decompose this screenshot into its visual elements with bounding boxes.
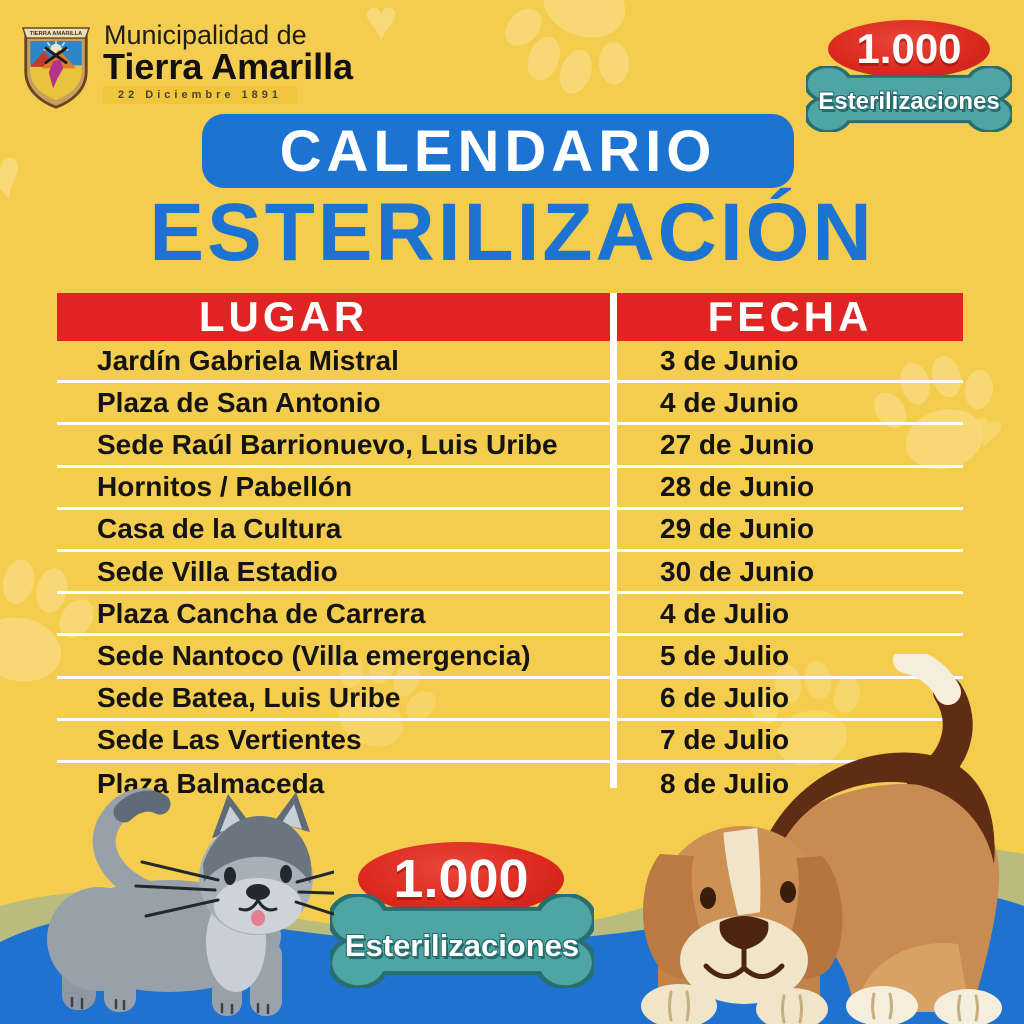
fecha-cell: 8 de Julio (660, 767, 790, 799)
table-header-row: LUGAR FECHA (57, 293, 963, 341)
sterilization-label: Esterilizaciones (818, 88, 1000, 115)
column-header-lugar: LUGAR (57, 293, 610, 341)
fecha-cell: 30 de Junio (660, 555, 815, 587)
lugar-cell: Jardín Gabriela Mistral (97, 344, 399, 376)
table-row: Jardín Gabriela Mistral 3 de Junio (57, 341, 963, 384)
sterilization-count-badge: 1.000 (358, 842, 564, 916)
column-header-fecha: FECHA (617, 293, 963, 341)
paw-print-icon (505, 0, 629, 94)
table-row: Casa de la Cultura 29 de Junio (57, 510, 963, 552)
table-row: Plaza de San Antonio 4 de Junio (57, 383, 963, 426)
table-row: Hornitos / Pabellón 28 de Junio (57, 468, 963, 510)
lugar-cell: Sede Batea, Luis Uribe (97, 682, 401, 714)
lugar-cell: Hornitos / Pabellón (97, 471, 353, 503)
bone-icon (330, 894, 594, 988)
fecha-cell: 29 de Junio (660, 513, 815, 545)
municipal-coat-of-arms-icon: TIERRA AMARILLA (21, 27, 91, 109)
lugar-cell: Sede Las Vertientes (97, 724, 362, 756)
sterilization-bone-badge: Esterilizaciones (806, 66, 1012, 132)
paw-print-icon (0, 559, 94, 682)
founding-date-bar: 22 Diciembre 1891 (103, 86, 297, 104)
heart-icon: ♥ (364, 0, 399, 53)
fecha-cell: 4 de Julio (660, 597, 790, 629)
org-name-line1: Municipalidad de (104, 20, 307, 50)
lugar-cell: Sede Raúl Barrionuevo, Luis Uribe (97, 428, 558, 460)
dog-head (643, 826, 843, 1004)
cat-illustration (47, 788, 334, 1016)
org-name-line2: Tierra Amarilla (103, 46, 354, 87)
sterilization-label: Esterilizaciones (344, 928, 580, 963)
bone-icon (806, 66, 1012, 132)
shield-emblem (30, 40, 82, 89)
table-row: Sede Nantoco (Villa emergencia) 5 de Juli… (57, 636, 963, 679)
cat-head (134, 792, 334, 935)
shield-banner-text: TIERRA AMARILLA (30, 31, 83, 37)
fecha-cell: 28 de Junio (660, 471, 815, 503)
calendar-table: LUGAR FECHA Jardín Gabriela Mistral 3 de … (57, 293, 963, 805)
fecha-cell: 27 de Junio (660, 428, 815, 460)
paw-print-icon (748, 660, 861, 766)
cat-whiskers (134, 860, 334, 918)
fecha-cell: 4 de Junio (660, 386, 799, 418)
fecha-cell: 5 de Julio (660, 639, 790, 671)
title-calendario: CALENDARIO (202, 114, 794, 188)
lugar-cell: Sede Villa Estadio (97, 555, 338, 587)
lugar-cell: Plaza de San Antonio (97, 386, 381, 418)
paw-print-icon (874, 355, 994, 470)
table-row: Sede Las Vertientes 7 de Julio (57, 721, 963, 763)
table-row: Sede Batea, Luis Uribe 6 de Julio (57, 679, 963, 721)
column-divider-line (610, 293, 617, 788)
fecha-cell: 6 de Julio (660, 682, 790, 714)
table-row: Sede Villa Estadio 30 de Junio (57, 552, 963, 595)
lugar-cell: Casa de la Cultura (97, 513, 342, 545)
shield-shape: TIERRA AMARILLA (21, 27, 91, 109)
table-body: Jardín Gabriela Mistral 3 de Junio Plaza … (57, 293, 963, 805)
lugar-cell: Sede Nantoco (Villa emergencia) (97, 639, 531, 671)
fecha-cell: 3 de Junio (660, 344, 799, 376)
title-esterilizacion: ESTERILIZACIÓN (149, 187, 875, 278)
sterilization-bone-badge: Esterilizaciones (330, 894, 594, 988)
paw-print-icon (338, 649, 436, 747)
dog-paws (641, 984, 979, 1024)
lugar-cell: Plaza Cancha de Carrera (97, 597, 426, 629)
table-row: Plaza Cancha de Carrera 4 de Julio (57, 594, 963, 637)
sterilization-count-badge: 1.000 (828, 20, 990, 78)
fecha-cell: 7 de Julio (660, 724, 790, 756)
dog-illustration (641, 654, 1002, 1024)
table-row: Sede Raúl Barrionuevo, Luis Uribe 27 de J… (57, 425, 963, 468)
